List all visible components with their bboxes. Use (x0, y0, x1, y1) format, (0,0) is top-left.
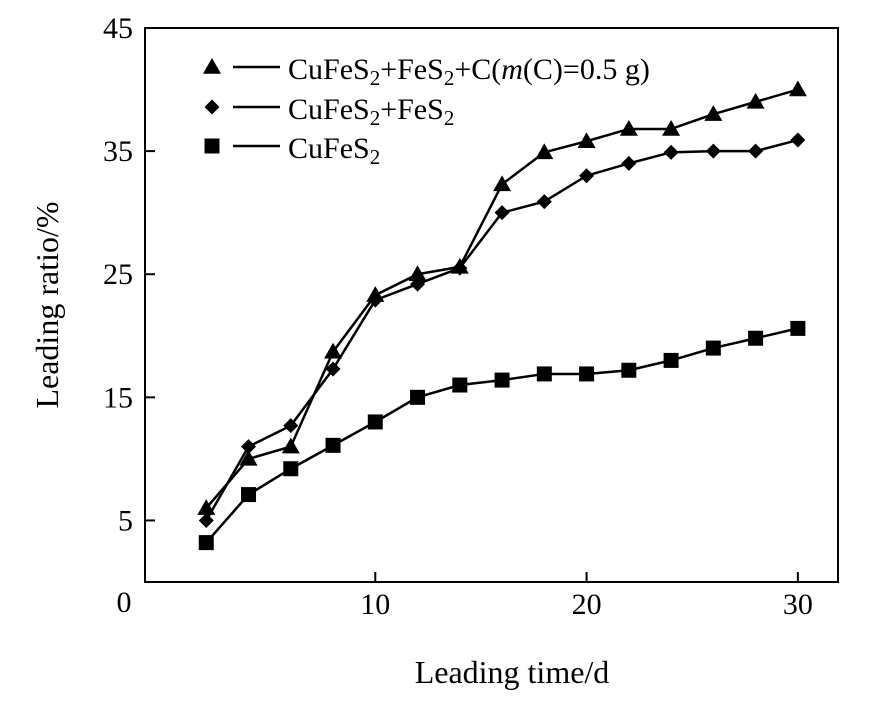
y-tick-label: 5 (118, 504, 133, 537)
data-point (577, 132, 596, 149)
y-tick-label: 45 (103, 12, 133, 45)
y-tick-label: 25 (103, 258, 133, 291)
data-point (452, 260, 468, 276)
data-point (663, 144, 679, 160)
data-point (790, 132, 806, 148)
data-point (494, 372, 510, 388)
legend-label-part: 2 (370, 106, 381, 130)
data-point (536, 194, 552, 210)
legend-label-part: (C)=0.5 g) (523, 53, 650, 86)
data-point (705, 340, 721, 356)
data-point (367, 414, 383, 430)
data-point (198, 535, 214, 551)
x-tick-label: 20 (572, 588, 602, 621)
data-point (281, 437, 300, 454)
data-point (790, 320, 806, 336)
data-point (746, 92, 765, 109)
legend-label: CuFeS2+FeS2+C(m(C)=0.5 g) (288, 53, 650, 90)
y-tick-label: 15 (103, 381, 133, 414)
series-group (197, 80, 807, 551)
data-point (410, 276, 426, 292)
data-point (241, 439, 257, 455)
y-axis-title: Leading ratio/% (29, 201, 65, 408)
legend-item-3: CuFeS2 (204, 132, 380, 169)
data-point (535, 143, 554, 160)
data-point (239, 449, 258, 466)
plot-frame (144, 27, 839, 583)
x-tick-label: 30 (783, 588, 813, 621)
legend-label-part: m (501, 53, 523, 86)
legend-label-part: 2 (370, 66, 381, 90)
x-tick-label: 10 (360, 588, 390, 621)
data-point (536, 366, 552, 382)
legend: CuFeS2+FeS2+C(m(C)=0.5 g)CuFeS2+FeS2CuFe… (203, 53, 650, 169)
series-2 (198, 132, 806, 528)
legend-label-part: CuFeS (288, 93, 370, 126)
data-point (579, 168, 595, 184)
data-point (493, 175, 512, 192)
data-point (241, 487, 257, 503)
data-point (788, 80, 807, 97)
origin-tick-label: 0 (117, 586, 132, 619)
data-point (619, 119, 638, 136)
data-point (663, 352, 679, 368)
data-point (367, 292, 383, 308)
legend-marker (204, 138, 220, 154)
data-point (283, 418, 299, 434)
data-point (621, 362, 637, 378)
legend-label-part: CuFeS (288, 132, 370, 165)
legend-item-2: CuFeS2+FeS2 (204, 93, 454, 130)
axes: 5 15 25 35 45 0 10 20 30 (103, 12, 839, 621)
legend-item-1: CuFeS2+FeS2+C(m(C)=0.5 g) (203, 53, 650, 90)
data-point (494, 205, 510, 221)
data-point (662, 119, 681, 136)
legend-label-part: +FeS (380, 53, 444, 86)
legend-marker (204, 99, 220, 115)
data-point (283, 461, 299, 477)
data-point (748, 143, 764, 159)
legend-marker (203, 58, 221, 74)
legend-label-part: 2 (444, 66, 455, 90)
data-point (579, 366, 595, 382)
legend-label-part: +FeS (380, 93, 444, 126)
legend-label: CuFeS2 (288, 132, 380, 169)
data-point (324, 342, 343, 359)
x-axis-title: Leading time/d (415, 654, 610, 690)
legend-label: CuFeS2+FeS2 (288, 93, 454, 130)
data-point (198, 512, 214, 528)
data-point (748, 330, 764, 346)
data-point (325, 437, 341, 453)
legend-label-part: 2 (444, 106, 455, 130)
legend-label-part: 2 (370, 145, 381, 169)
data-point (410, 389, 426, 405)
data-point (704, 105, 723, 121)
data-point (325, 361, 341, 377)
data-point (408, 265, 427, 281)
data-point (452, 377, 468, 393)
y-tick-label: 35 (103, 135, 133, 168)
legend-label-part: CuFeS (288, 53, 370, 86)
series-3 (198, 320, 806, 551)
data-point (705, 143, 721, 159)
data-point (621, 155, 637, 171)
legend-label-part: +C( (454, 53, 501, 86)
